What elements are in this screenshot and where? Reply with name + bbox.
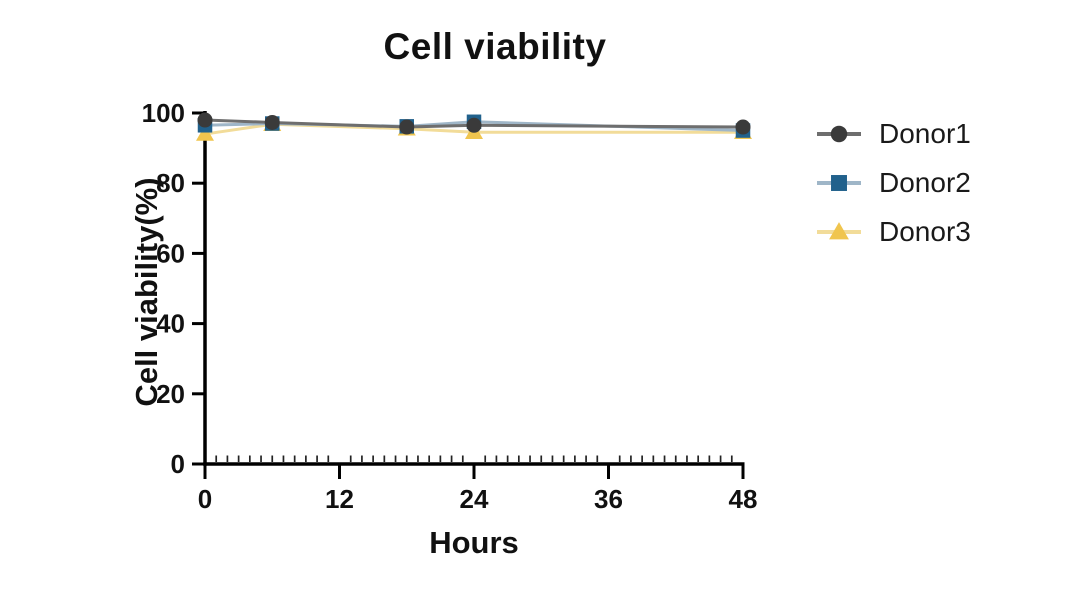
legend: Donor1 Donor2 Donor3: [815, 109, 971, 256]
chart-title: Cell viability: [383, 26, 607, 67]
Donor3-marker: [196, 125, 214, 141]
Donor1-marker: [466, 117, 482, 133]
legend-label-donor3: Donor3: [879, 215, 971, 247]
x-tick-label: 24: [460, 484, 489, 514]
y-tick-label: 20: [156, 379, 185, 409]
legend-item-donor3: Donor3: [815, 207, 971, 256]
y-axis-title: Cell viability(%): [129, 177, 164, 407]
x-axis-title: Hours: [429, 525, 519, 560]
legend-label-donor1: Donor1: [879, 117, 971, 149]
y-tick-label: 60: [156, 238, 185, 268]
y-tick-label: 40: [156, 309, 185, 339]
Donor2-marker: [831, 174, 847, 191]
legend-item-donor1: Donor1: [815, 109, 971, 158]
y-tick-label: 100: [142, 98, 185, 128]
Donor1-marker: [399, 119, 415, 135]
donor1-legend-marker-icon: [817, 125, 861, 142]
legend-label-donor2: Donor2: [879, 166, 971, 198]
x-tick-label: 0: [198, 484, 212, 514]
x-tick-label: 36: [594, 484, 623, 514]
donor2-legend-marker-icon: [817, 174, 861, 191]
Donor1-marker: [830, 125, 848, 142]
y-tick-label: 0: [171, 449, 185, 479]
Donor1-marker: [197, 112, 213, 128]
y-tick-label: 80: [156, 168, 185, 198]
Donor1-marker: [735, 119, 751, 135]
Donor1-marker: [264, 114, 280, 130]
donor3-legend-marker-icon: [817, 221, 861, 239]
x-tick-label: 12: [325, 484, 354, 514]
Donor3-marker: [829, 221, 849, 239]
legend-item-donor2: Donor2: [815, 158, 971, 207]
x-tick-label: 48: [729, 484, 758, 514]
